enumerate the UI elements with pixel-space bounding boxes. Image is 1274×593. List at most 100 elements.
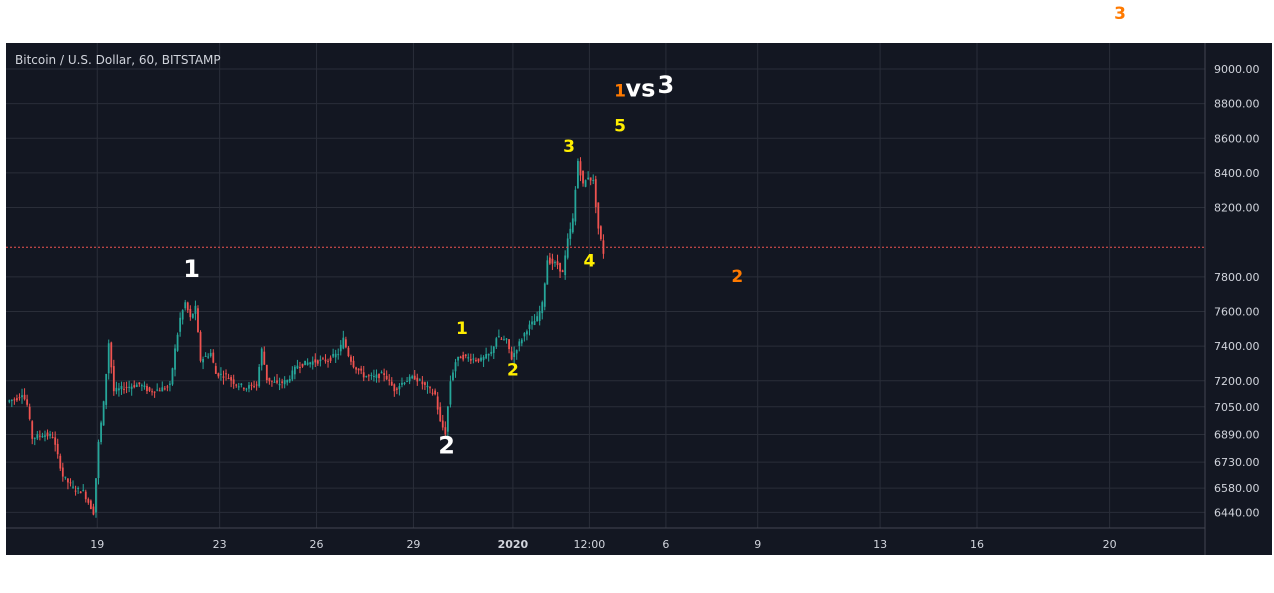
candle-body — [365, 376, 368, 378]
x-tick-label: 29 — [406, 538, 420, 551]
price-axis[interactable]: 9000.00 8800.00 8600.00 8400.00 8200.00 7800.… — [1204, 43, 1272, 555]
candle-body — [82, 489, 85, 491]
candle-body — [46, 432, 49, 437]
candle-body — [406, 381, 408, 383]
candle-body — [352, 360, 355, 368]
candle-body — [551, 258, 554, 264]
y-tick-label: 7800.00 — [1214, 271, 1260, 284]
candle-body — [59, 455, 62, 469]
candle-body — [538, 311, 541, 321]
wave-label: 1 — [456, 319, 468, 339]
candle-body — [143, 385, 146, 387]
candle-body — [378, 373, 380, 379]
candle-body — [69, 482, 72, 484]
candle-body — [350, 356, 352, 362]
candle-body — [130, 386, 133, 389]
x-tick-label: 23 — [213, 538, 227, 551]
candle-body — [495, 338, 498, 347]
candle-body — [362, 372, 365, 378]
candle-body — [67, 478, 69, 483]
candle-body — [174, 348, 176, 370]
price-chart[interactable]: 7971.0700:16 9000.008800.008600.008400.0… — [6, 43, 1272, 555]
wave-label: 2 — [438, 432, 455, 460]
candle-body — [492, 346, 495, 353]
candle-body — [197, 308, 199, 333]
candle-body — [314, 359, 317, 363]
candle-body — [304, 360, 306, 366]
candle-body — [153, 391, 156, 393]
candle-body — [472, 358, 475, 360]
candle-body — [449, 381, 452, 405]
candle-body — [599, 226, 602, 240]
time-axis[interactable]: 19 23 26 29 2020 12:00 6 9 13 16 20 — [6, 527, 1205, 551]
candle-body — [434, 390, 437, 395]
y-tick-label: 7050.00 — [1214, 401, 1260, 414]
candle-body — [291, 370, 294, 380]
candle-body — [166, 386, 169, 388]
candle-body — [503, 339, 505, 341]
y-tick-label: 7600.00 — [1214, 305, 1260, 318]
x-tick-label: 16 — [970, 538, 984, 551]
y-tick-label: 8800.00 — [1214, 98, 1260, 111]
candle-body — [176, 334, 179, 351]
candle-body — [411, 376, 414, 379]
candle-body — [577, 160, 579, 189]
candle-body — [222, 376, 225, 378]
candle-body — [398, 386, 401, 390]
candle-body — [169, 383, 171, 385]
candle-body — [212, 352, 215, 363]
wave-label: vs — [625, 75, 655, 103]
candle-body — [286, 380, 289, 383]
y-tick-label: 7400.00 — [1214, 340, 1260, 353]
candle-body — [283, 380, 286, 385]
candle-body — [480, 357, 482, 361]
candle-body — [324, 359, 327, 362]
candle-body — [242, 388, 245, 390]
y-tick-label: 6730.00 — [1214, 456, 1260, 469]
candle-body — [296, 365, 299, 369]
candle-body — [444, 427, 447, 435]
candle-body — [533, 320, 536, 326]
candle-body — [421, 381, 424, 385]
candle-body — [120, 386, 123, 390]
candle-body — [263, 351, 266, 365]
candle-body — [240, 383, 243, 385]
candle-body — [347, 347, 350, 357]
candle-body — [278, 383, 281, 386]
candle-body — [339, 344, 342, 352]
candle-body — [84, 491, 87, 500]
candle-body — [373, 375, 375, 377]
candle-body — [589, 177, 592, 181]
candle-body — [204, 355, 207, 357]
candle-body — [393, 384, 396, 392]
candle-body — [8, 400, 11, 402]
candle-body — [138, 382, 141, 385]
candle-body — [497, 336, 500, 338]
candle-body — [319, 359, 322, 362]
candle-body — [44, 435, 46, 437]
candle-body — [41, 435, 44, 438]
candle-body — [584, 180, 587, 187]
candle-body — [179, 317, 182, 332]
wave-label: 1 — [614, 82, 626, 102]
candle-body — [510, 351, 513, 360]
candle-body — [191, 313, 194, 318]
candle-body — [255, 384, 258, 386]
y-tick-label: 6440.00 — [1214, 506, 1260, 519]
candle-body — [401, 382, 403, 385]
offchart-area: 3 — [1114, 4, 1126, 24]
y-tick-label: 8200.00 — [1214, 202, 1260, 215]
candle-body — [390, 381, 393, 386]
candle-body — [273, 381, 276, 383]
candle-body — [207, 356, 210, 358]
candle-body — [439, 407, 442, 422]
candle-body — [186, 302, 189, 311]
candle-body — [97, 441, 100, 479]
candle-body — [95, 478, 97, 513]
candle-body — [459, 356, 462, 359]
wave-label: 2 — [507, 361, 519, 381]
candle-body — [541, 302, 544, 314]
candle-body — [87, 499, 90, 503]
candle-body — [418, 379, 421, 381]
